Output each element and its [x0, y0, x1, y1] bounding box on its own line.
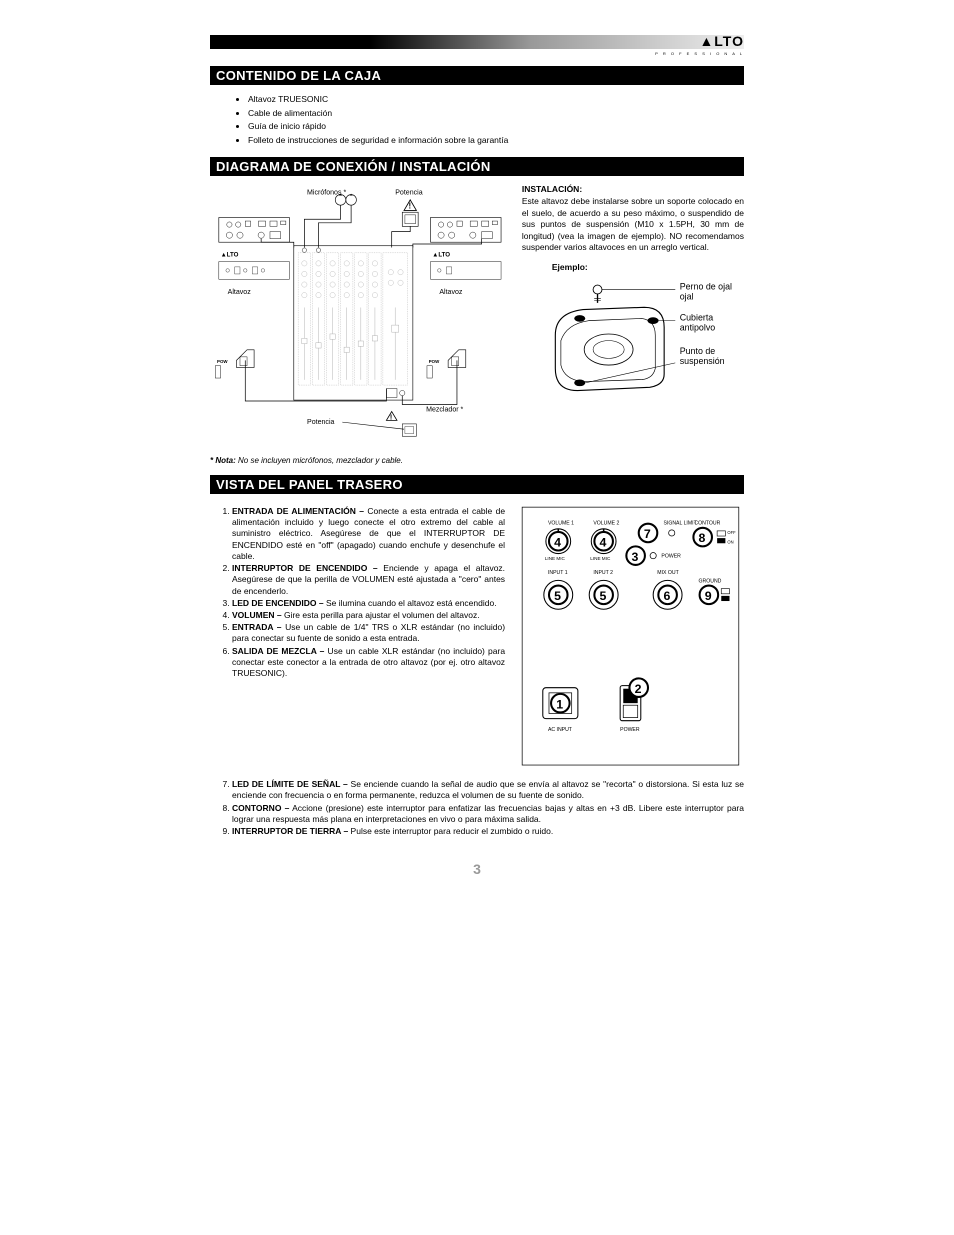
svg-text:3: 3 [632, 550, 639, 564]
section-header-rear: VISTA DEL PANEL TRASERO [210, 475, 744, 494]
svg-text:VOLUME 2: VOLUME 2 [593, 521, 619, 527]
svg-text:Punto de: Punto de [680, 346, 716, 356]
svg-text:LINE MIC: LINE MIC [590, 556, 611, 561]
section-header-box: CONTENIDO DE LA CAJA [210, 66, 744, 85]
svg-text:LINE MIC: LINE MIC [545, 556, 566, 561]
diagram-note: * Nota: * Nota: No se incluyen micrófono… [210, 456, 510, 465]
svg-text:5: 5 [600, 589, 607, 603]
list-item: LED DE ENCENDIDO – Se ilumina cuando el … [232, 598, 505, 609]
label-potencia: Potencia [395, 190, 423, 197]
svg-text:4: 4 [554, 535, 561, 549]
svg-text:SIGNAL LIMIT: SIGNAL LIMIT [664, 521, 698, 527]
svg-text:ojal: ojal [680, 291, 694, 301]
svg-text:INPUT 1: INPUT 1 [548, 570, 568, 576]
svg-text:!: ! [408, 202, 411, 211]
svg-text:antipolvo: antipolvo [680, 322, 716, 332]
speaker-panel-right: ▲LTO [430, 218, 501, 280]
list-item: CONTORNO – Accione (presione) este inter… [232, 803, 744, 825]
list-item: Altavoz TRUESONIC [248, 93, 744, 107]
svg-text:POW: POW [429, 359, 440, 364]
installation-text: INSTALACIÓN: Este altavoz debe instalars… [522, 184, 744, 465]
rear-panel-diagram: VOLUME 1 VOLUME 2 SIGNAL LIMIT CONTOUR 4… [517, 502, 744, 775]
speaker-panel-left: ▲LTO [219, 218, 290, 280]
list-item: SALIDA DE MEZCLA – Use un cable XLR está… [232, 646, 505, 680]
manual-page: ▲LTO P R O F E S S I O N A L CONTENIDO D… [0, 0, 954, 917]
install-paragraph: Este altavoz debe instalarse sobre un so… [522, 196, 744, 253]
svg-text:5: 5 [554, 589, 561, 603]
svg-text:MIX OUT: MIX OUT [657, 570, 679, 576]
svg-text:POW: POW [217, 359, 228, 364]
list-item: Folleto de instrucciones de seguridad e … [248, 134, 744, 148]
label-potencia-bottom: Potencia [307, 419, 335, 426]
svg-text:AC INPUT: AC INPUT [548, 727, 573, 733]
list-item: INTERRUPTOR DE ENCENDIDO – Enciende y ap… [232, 563, 505, 597]
svg-text:6: 6 [664, 589, 671, 603]
svg-text:POWER: POWER [620, 727, 640, 733]
list-item: INTERRUPTOR DE TIERRA – Pulse este inter… [232, 826, 744, 837]
label-altavoz-left: Altavoz [228, 290, 252, 297]
svg-text:8: 8 [699, 531, 706, 545]
svg-text:7: 7 [644, 527, 651, 541]
brand-logo: ▲LTO [210, 33, 744, 49]
install-heading: INSTALACIÓN: [522, 184, 744, 194]
list-item: LED DE LÍMITE DE SEÑAL – Se enciende cua… [232, 779, 744, 801]
svg-text:9: 9 [705, 589, 712, 603]
label-mezclador: Mezclador * [426, 407, 463, 414]
box-contents-list: Altavoz TRUESONIC Cable de alimentación … [248, 93, 744, 147]
svg-text:1: 1 [556, 697, 563, 711]
svg-text:▲LTO: ▲LTO [221, 252, 239, 259]
svg-text:2: 2 [635, 682, 642, 696]
list-item: VOLUMEN – Gire esta perilla para ajustar… [232, 610, 505, 621]
svg-text:!: ! [390, 415, 392, 422]
label-altavoz-right: Altavoz [439, 290, 463, 297]
svg-text:INPUT 2: INPUT 2 [593, 570, 613, 576]
svg-text:VOLUME 1: VOLUME 1 [548, 521, 574, 527]
list-item: ENTRADA DE ALIMENTACIÓN – Conecte a esta… [232, 506, 505, 562]
svg-text:Cubierta: Cubierta [680, 312, 714, 322]
example-diagram: Perno de ojal ojal Cubierta antipolvo Pu… [522, 274, 744, 418]
list-item: Cable de alimentación [248, 107, 744, 121]
rear-panel-list: ENTRADA DE ALIMENTACIÓN – Conecte a esta… [210, 502, 505, 680]
mixer [294, 246, 413, 400]
svg-text:GROUND: GROUND [699, 578, 722, 584]
svg-text:POWER: POWER [661, 554, 681, 560]
svg-text:suspensión: suspensión [680, 356, 725, 366]
svg-text:ON: ON [727, 539, 733, 544]
svg-text:CONTOUR: CONTOUR [694, 521, 720, 527]
brand-subtext: P R O F E S S I O N A L [210, 51, 744, 56]
list-item: ENTRADA – Use un cable de 1/4" TRS o XLR… [232, 622, 505, 644]
list-item: Guía de inicio rápido [248, 120, 744, 134]
svg-text:4: 4 [600, 535, 607, 549]
svg-text:Perno de ojal: Perno de ojal [680, 281, 732, 291]
ejemplo-label: Ejemplo: [552, 262, 744, 272]
svg-text:OFF: OFF [727, 530, 736, 535]
svg-text:▲LTO: ▲LTO [432, 252, 450, 259]
page-number: 3 [210, 861, 744, 877]
connection-diagram: Micrófonos * Potencia ! [210, 184, 510, 465]
label-microfonos: Micrófonos * [307, 190, 346, 197]
section-header-diagram: DIAGRAMA DE CONEXIÓN / INSTALACIÓN [210, 157, 744, 176]
